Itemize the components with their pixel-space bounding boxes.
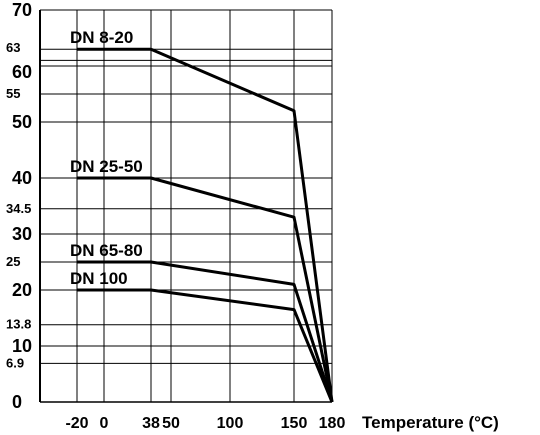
series-label: DN 100 [70,269,128,288]
x-tick-labels: -20 0 38 50 100 150 180 [65,415,345,432]
series-lines [77,47,334,403]
series-label: DN 8-20 [70,28,133,47]
series-labels: DN 8-20 DN 25-50 DN 65-80 DN 100 [70,28,143,288]
x-tick-label: 150 [281,415,308,432]
series-label: DN 25-50 [70,157,143,176]
y-tick-label: 60 [12,62,32,82]
axes [39,10,332,403]
y-tick-label: 0 [12,392,22,412]
y-tick-label: 50 [12,112,32,132]
x-tick-label: 180 [319,415,346,432]
y-tick-label: 30 [12,224,32,244]
y-tick-label: 70 [12,0,32,20]
y-tick-label: 6.9 [6,355,24,370]
y-tick-label: 13.8 [6,317,31,332]
series-line [77,176,334,403]
x-tick-label: 50 [162,415,180,432]
x-tick-label: -20 [65,415,88,432]
series-line [77,288,334,403]
y-tick-label: 10 [12,336,32,356]
x-tick-label: 0 [100,415,109,432]
y-tick-label: 34.5 [6,201,31,216]
series-label: DN 65-80 [70,241,143,260]
series-line [77,47,334,403]
y-tick-label: 55 [6,86,20,101]
x-axis-title: Temperature (°C) [362,413,499,432]
y-tick-label: 40 [12,168,32,188]
y-tick-label: 20 [12,280,32,300]
x-tick-label: 100 [217,415,244,432]
y-tick-label: 63 [6,40,20,55]
y-tick-label: 25 [6,254,20,269]
y-tick-labels: 0 6.910 13.8 20 25 30 34.5 40 50 55 60 63 70 [6,0,32,412]
grid-lines [40,9,333,402]
series-line [77,260,334,403]
x-tick-label: 38 [142,415,160,432]
